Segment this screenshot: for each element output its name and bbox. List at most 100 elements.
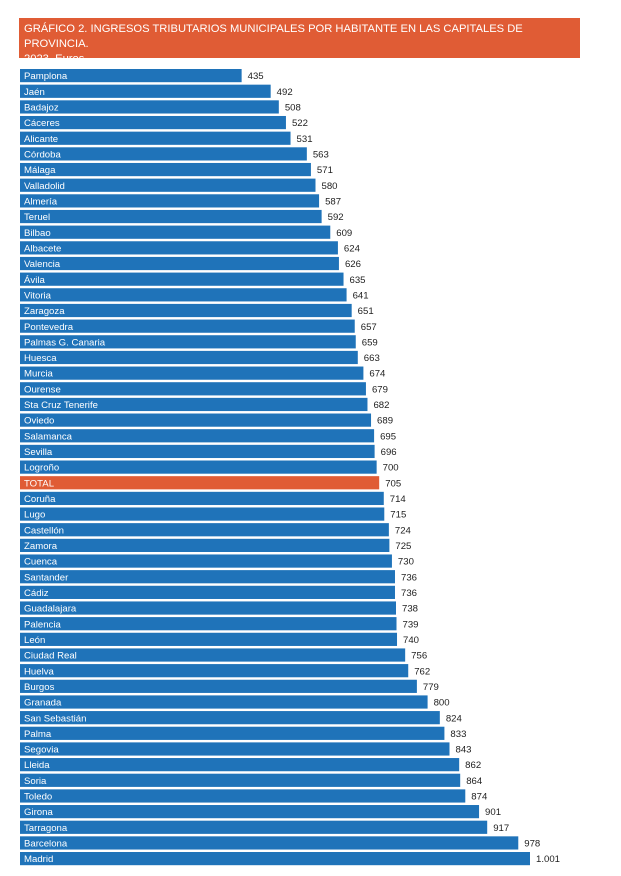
value-label-bilbao: 609 <box>336 228 352 239</box>
value-label-huesca: 663 <box>364 353 380 364</box>
bar-valencia <box>20 256 339 271</box>
value-label-malaga: 571 <box>317 165 333 176</box>
value-label-cuenca: 730 <box>398 557 414 568</box>
bar-zaragoza <box>20 303 352 318</box>
value-label-coruna: 714 <box>390 494 407 505</box>
value-label-murcia: 674 <box>369 369 386 380</box>
category-label-caceres: Cáceres <box>24 118 60 129</box>
bar-girona <box>20 805 480 819</box>
category-label-malaga: Málaga <box>24 165 56 176</box>
category-label-cuenca: Cuenca <box>24 557 58 568</box>
bar-segovia <box>20 742 450 756</box>
bar-salamanca <box>20 429 375 443</box>
category-label-sevilla: Sevilla <box>24 447 53 458</box>
category-label-almeria: Almería <box>24 196 58 207</box>
value-label-barcelona: 978 <box>524 839 540 850</box>
value-label-burgos: 779 <box>423 682 439 693</box>
category-label-lugo: Lugo <box>24 510 45 521</box>
chart-title-line2: 2023. Euros <box>24 53 85 65</box>
category-label-lleida: Lleida <box>24 760 50 771</box>
category-label-ourense: Ourense <box>24 384 61 395</box>
category-label-bilbao: Bilbao <box>24 228 51 239</box>
category-label-jaen: Jaén <box>24 87 45 98</box>
value-label-valencia: 626 <box>345 259 361 270</box>
bar-murcia <box>20 366 364 380</box>
category-label-castellon: Castellón <box>24 525 64 536</box>
value-label-cadiz: 736 <box>401 588 417 599</box>
value-label-lleida: 862 <box>465 760 481 771</box>
category-label-pamplona: Pamplona <box>24 71 68 82</box>
bar-burgos <box>20 679 417 693</box>
bar-palmas-g-canaria <box>20 335 356 349</box>
bar-pamplona <box>20 69 242 83</box>
bar-ourense <box>20 382 366 396</box>
bar-palencia <box>20 617 397 631</box>
category-label-pontevedra: Pontevedra <box>24 322 74 333</box>
bar-alicante <box>20 131 291 145</box>
bar-almeria <box>20 194 320 208</box>
bar-oviedo <box>20 413 372 427</box>
value-label-lugo: 715 <box>390 510 406 521</box>
value-label-vitoria: 641 <box>353 290 369 301</box>
bar-castellon <box>20 523 389 537</box>
category-label-huesca: Huesca <box>24 353 57 364</box>
bar-avila <box>20 272 344 286</box>
category-label-salamanca: Salamanca <box>24 431 73 442</box>
value-label-caceres: 522 <box>292 118 308 129</box>
value-label-pamplona: 435 <box>248 71 264 82</box>
value-label-soria: 864 <box>466 776 483 787</box>
value-label-palma: 833 <box>450 729 466 740</box>
value-label-sta-cruz-tenerife: 682 <box>373 400 389 411</box>
value-label-cordoba: 563 <box>313 150 329 161</box>
value-label-palencia: 739 <box>403 619 419 630</box>
category-label-cadiz: Cádiz <box>24 588 49 599</box>
value-label-castellon: 724 <box>395 525 412 536</box>
value-label-alicante: 531 <box>297 134 313 145</box>
value-label-huelva: 762 <box>414 666 430 677</box>
value-label-san-sebastian: 824 <box>446 713 463 724</box>
bar-cadiz <box>20 585 395 599</box>
category-label-burgos: Burgos <box>24 682 55 693</box>
bar-santander <box>20 570 395 584</box>
bar-sta-cruz-tenerife <box>20 397 368 412</box>
category-label-avila: Ávila <box>24 275 45 286</box>
bar-valladolid <box>20 178 316 192</box>
bar-tarragona <box>20 820 488 834</box>
value-label-leon: 740 <box>403 635 419 646</box>
bar-leon <box>20 632 398 646</box>
value-label-palmas-g-canaria: 659 <box>362 337 378 348</box>
category-label-soria: Soria <box>24 776 47 787</box>
bar-bilbao <box>20 225 331 239</box>
bar-coruna <box>20 491 384 506</box>
category-label-vitoria: Vitoria <box>24 290 52 301</box>
category-label-ciudad-real: Ciudad Real <box>24 651 77 662</box>
value-label-jaen: 492 <box>277 87 293 98</box>
bar-jaen <box>20 84 271 98</box>
category-label-barcelona: Barcelona <box>24 839 68 850</box>
chart-title: GRÁFICO 2. INGRESOS TRIBUTARIOS MUNICIPA… <box>19 18 580 65</box>
category-label-badajoz: Badajoz <box>24 103 59 114</box>
bar-cordoba <box>20 147 307 161</box>
bar-total <box>20 476 380 490</box>
bar-pontevedra <box>20 319 355 333</box>
category-label-valencia: Valencia <box>24 259 61 270</box>
value-label-logrono: 700 <box>383 463 399 474</box>
bar-sevilla <box>20 444 375 459</box>
value-label-almeria: 587 <box>325 196 341 207</box>
bar-teruel <box>20 209 322 224</box>
value-label-sevilla: 696 <box>381 447 397 458</box>
value-label-guadalajara: 738 <box>402 604 418 615</box>
bar-malaga <box>20 162 311 177</box>
value-label-santander: 736 <box>401 572 417 583</box>
bar-soria <box>20 773 461 787</box>
value-label-valladolid: 580 <box>322 181 338 192</box>
bar-zamora <box>20 538 390 552</box>
bar-huesca <box>20 350 358 365</box>
value-label-teruel: 592 <box>328 212 344 223</box>
value-label-granada: 800 <box>434 698 450 709</box>
bar-huelva <box>20 664 409 678</box>
category-label-valladolid: Valladolid <box>24 181 65 192</box>
bar-guadalajara <box>20 601 396 615</box>
category-label-logrono: Logroño <box>24 463 59 474</box>
